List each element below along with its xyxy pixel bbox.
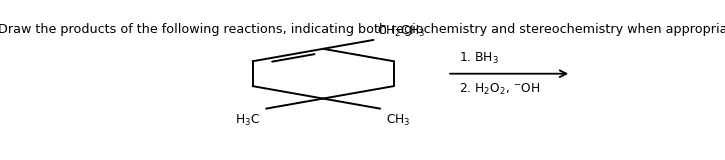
Text: 2. H$_2$O$_2$, $^{-}$OH: 2. H$_2$O$_2$, $^{-}$OH — [459, 82, 540, 97]
Text: CH$_3$: CH$_3$ — [386, 113, 411, 128]
Text: 1. BH$_3$: 1. BH$_3$ — [459, 51, 499, 66]
Text: Draw the products of the following reactions, indicating both regiochemistry and: Draw the products of the following react… — [0, 23, 725, 36]
Text: H$_3$C: H$_3$C — [235, 113, 260, 128]
Text: CH$_2$CH$_3$: CH$_2$CH$_3$ — [377, 24, 426, 39]
